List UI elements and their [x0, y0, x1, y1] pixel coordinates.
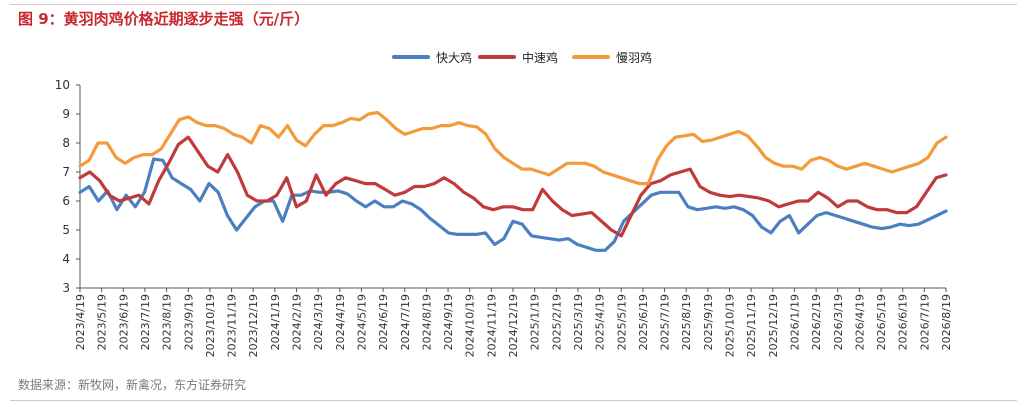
y-tick-label: 5 — [62, 223, 70, 237]
x-tick-label: 2025/6/19 — [637, 294, 650, 350]
x-tick-label: 2026/5/19 — [875, 294, 888, 350]
line-chart: 3 4 5 6 7 8 9 10 2023/4/19 2023/5/19 2023/6/19 2023… — [55, 78, 953, 357]
x-tick-label: 2026/6/19 — [897, 294, 910, 350]
x-tick-label: 2024/6/19 — [377, 294, 390, 350]
x-tick-label: 2025/3/19 — [572, 294, 585, 350]
x-tick-label: 2025/7/19 — [659, 294, 672, 350]
x-tick-label: 2023/4/19 — [74, 294, 87, 350]
x-tick-label: 2024/9/19 — [442, 294, 455, 350]
legend-label-slow: 慢羽鸡 — [616, 50, 653, 65]
legend-item-fast: 快大鸡 — [392, 47, 472, 67]
x-tick-label: 2024/11/19 — [485, 294, 498, 357]
x-tick-label: 2024/10/19 — [464, 294, 477, 357]
legend: 快大鸡 中速鸡 慢羽鸡 — [0, 47, 1027, 67]
x-tick-label: 2025/9/19 — [702, 294, 715, 350]
y-tick-label: 3 — [62, 281, 70, 295]
x-tick-label: 2025/12/19 — [767, 294, 780, 357]
x-tick-label: 2025/2/19 — [550, 294, 563, 350]
x-tick-label: 2025/8/19 — [680, 294, 693, 350]
legend-swatch-slow — [572, 55, 610, 59]
x-tick-label: 2026/2/19 — [810, 294, 823, 350]
x-tick-label: 2023/12/19 — [247, 294, 260, 357]
x-tick-label: 2025/4/19 — [594, 294, 607, 350]
x-tick-label: 2025/1/19 — [529, 294, 542, 350]
x-tick-label: 2024/1/19 — [269, 294, 282, 350]
x-tick-label: 2024/5/19 — [355, 294, 368, 350]
x-tick-label: 2026/4/19 — [853, 294, 866, 350]
top-rule — [10, 4, 1017, 5]
x-tick-label: 2026/3/19 — [832, 294, 845, 350]
y-tick-label: 10 — [55, 78, 70, 92]
x-tick-label: 2024/12/19 — [507, 294, 520, 357]
x-tick-label: 2023/7/19 — [139, 294, 152, 350]
y-tick-label: 7 — [62, 165, 70, 179]
x-tick-label: 2026/7/19 — [918, 294, 931, 350]
x-tick-label: 2023/5/19 — [96, 294, 109, 350]
legend-swatch-fast — [392, 55, 430, 59]
x-tick-label: 2025/11/19 — [745, 294, 758, 357]
legend-item-medium: 中速鸡 — [478, 47, 558, 67]
x-tick-label: 2024/3/19 — [312, 294, 325, 350]
x-tick-label: 2026/1/19 — [788, 294, 801, 350]
x-tick-label: 2025/5/19 — [615, 294, 628, 350]
figure-title: 图 9：黄羽肉鸡价格近期逐步走强（元/斤） — [18, 10, 310, 28]
x-tick-label: 2024/8/19 — [420, 294, 433, 350]
x-tick-label: 2023/11/19 — [226, 294, 239, 357]
x-tick-label: 2023/9/19 — [182, 294, 195, 350]
legend-label-fast: 快大鸡 — [436, 50, 473, 65]
series-line-2 — [78, 135, 948, 238]
x-tick-label: 2023/6/19 — [117, 294, 130, 350]
y-tick-label: 9 — [62, 107, 70, 121]
x-tick-label: 2025/10/19 — [724, 294, 737, 357]
y-tick-label: 4 — [62, 252, 70, 266]
x-tick-label: 2024/4/19 — [334, 294, 347, 350]
x-tick-label: 2023/10/19 — [204, 294, 217, 357]
legend-swatch-medium — [478, 55, 516, 59]
legend-item-slow: 慢羽鸡 — [572, 47, 652, 67]
x-tick-label: 2026/8/19 — [940, 294, 953, 350]
series-line-1 — [78, 157, 948, 252]
x-tick-label: 2024/7/19 — [399, 294, 412, 350]
source-note: 数据来源：新牧网，新禽况，东方证券研究 — [18, 378, 247, 392]
y-tick-label: 8 — [62, 136, 70, 150]
x-tick-label: 2024/2/19 — [291, 294, 304, 350]
y-tick-label: 6 — [62, 194, 70, 208]
series-line-3 — [78, 110, 948, 186]
legend-label-medium: 中速鸡 — [522, 50, 559, 65]
bottom-rule — [10, 400, 1017, 401]
x-tick-label: 2023/8/19 — [161, 294, 174, 350]
